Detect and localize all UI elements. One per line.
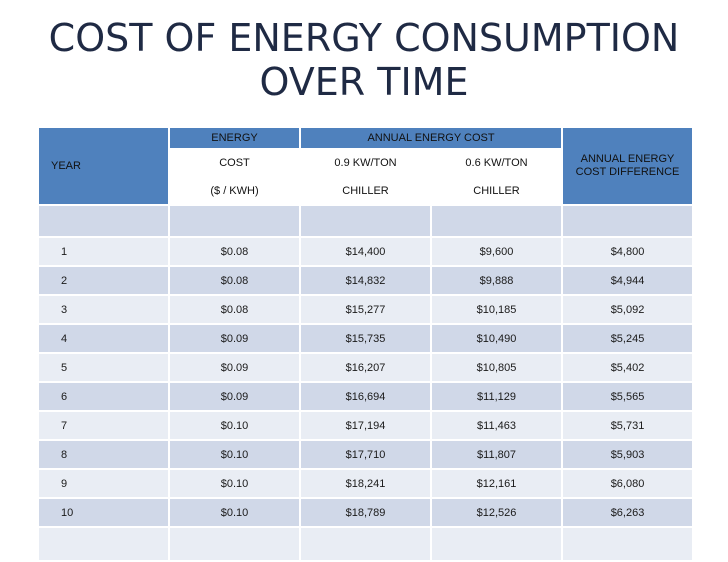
- table-row: 9 $0.10 $18,241 $12,161 $6,080: [37, 468, 695, 499]
- year-cell: 2: [37, 265, 170, 296]
- year-cell: 9: [37, 468, 170, 499]
- chiller-09-subheader: CHILLER: [299, 176, 432, 206]
- cost-06-cell: $9,600: [429, 236, 564, 267]
- cost-09-cell: $17,194: [299, 410, 432, 441]
- energy-header: ENERGY: [168, 126, 301, 150]
- energy-rate-cell: $0.09: [168, 381, 301, 412]
- cost-difference-cell: $4,944: [561, 265, 695, 296]
- cost-06-cell: $12,526: [429, 497, 564, 528]
- cost-06-cell: $11,463: [429, 410, 564, 441]
- table-row: 8 $0.10 $17,710 $11,807 $5,903: [37, 439, 695, 470]
- cost-06-cell: $9,888: [429, 265, 564, 296]
- energy-rate-cell: $0.10: [168, 468, 301, 499]
- spacer-row: [37, 204, 695, 238]
- cost-09-cell: $16,207: [299, 352, 432, 383]
- cost-09-cell: $17,710: [299, 439, 432, 470]
- energy-rate-cell: $0.10: [168, 439, 301, 470]
- table-row: 6 $0.09 $16,694 $11,129 $5,565: [37, 381, 695, 412]
- cost-06-cell: $12,161: [429, 468, 564, 499]
- table-row: 7 $0.10 $17,194 $11,463 $5,731: [37, 410, 695, 441]
- cost-difference-cell: $5,731: [561, 410, 695, 441]
- year-cell: 8: [37, 439, 170, 470]
- energy-rate-cell: $0.09: [168, 323, 301, 354]
- year-cell: 10: [37, 497, 170, 528]
- cost-09-cell: $15,735: [299, 323, 432, 354]
- cost-06-cell: $11,807: [429, 439, 564, 470]
- cost-difference-cell: $6,263: [561, 497, 695, 528]
- table-row: 1 $0.08 $14,400 $9,600 $4,800: [37, 236, 695, 267]
- cost-09-cell: $18,241: [299, 468, 432, 499]
- cost-difference-cell: $5,565: [561, 381, 695, 412]
- year-cell: 6: [37, 381, 170, 412]
- annual-cost-header: ANNUAL ENERGY COST: [298, 126, 564, 150]
- col-09-kw-ton: 0.9 KW/TON: [299, 148, 432, 178]
- energy-rate-cell: $0.10: [168, 410, 301, 441]
- cost-09-cell: $14,832: [299, 265, 432, 296]
- table-row: 5 $0.09 $16,207 $10,805 $5,402: [37, 352, 695, 383]
- cost-difference-cell: $5,402: [561, 352, 695, 383]
- year-cell: 7: [37, 410, 170, 441]
- cost-09-cell: $18,789: [299, 497, 432, 528]
- year-cell: 1: [37, 236, 170, 267]
- year-header: YEAR: [37, 126, 170, 206]
- cost-09-cell: $15,277: [299, 294, 432, 325]
- cost-06-cell: $10,490: [429, 323, 564, 354]
- table-row: 10 $0.10 $18,789 $12,526 $6,263: [37, 497, 695, 528]
- year-cell: 5: [37, 352, 170, 383]
- cost-difference-cell: $6,080: [561, 468, 695, 499]
- title-line-2: OVER TIME: [259, 60, 469, 104]
- table-row: 4 $0.09 $15,735 $10,490 $5,245: [37, 323, 695, 354]
- cost-06-cell: $11,129: [429, 381, 564, 412]
- title-line-1: COST OF ENERGY CONSUMPTION: [48, 16, 680, 60]
- energy-cost-table: YEAR ENERGY ANNUAL ENERGY COST ANNUAL EN…: [37, 126, 695, 562]
- empty-footer-row: [37, 526, 695, 562]
- cost-06-cell: $10,185: [429, 294, 564, 325]
- energy-cost-subheader: COST: [168, 148, 301, 178]
- cost-difference-cell: $5,903: [561, 439, 695, 470]
- table-row: 2 $0.08 $14,832 $9,888 $4,944: [37, 265, 695, 296]
- energy-unit-subheader: ($ / KWH): [168, 176, 301, 206]
- cost-difference-cell: $5,245: [561, 323, 695, 354]
- chiller-06-subheader: CHILLER: [429, 176, 564, 206]
- cost-06-cell: $10,805: [429, 352, 564, 383]
- energy-rate-cell: $0.08: [168, 294, 301, 325]
- cost-09-cell: $16,694: [299, 381, 432, 412]
- slide-title: COST OF ENERGY CONSUMPTION OVER TIME: [0, 16, 728, 104]
- cost-difference-cell: $4,800: [561, 236, 695, 267]
- energy-rate-cell: $0.08: [168, 236, 301, 267]
- year-cell: 4: [37, 323, 170, 354]
- cost-difference-cell: $5,092: [561, 294, 695, 325]
- cost-09-cell: $14,400: [299, 236, 432, 267]
- col-06-kw-ton: 0.6 KW/TON: [429, 148, 564, 178]
- year-cell: 3: [37, 294, 170, 325]
- cost-difference-header: ANNUAL ENERGY COST DIFFERENCE: [561, 126, 695, 206]
- table-row: 3 $0.08 $15,277 $10,185 $5,092: [37, 294, 695, 325]
- energy-rate-cell: $0.10: [168, 497, 301, 528]
- energy-rate-cell: $0.08: [168, 265, 301, 296]
- energy-rate-cell: $0.09: [168, 352, 301, 383]
